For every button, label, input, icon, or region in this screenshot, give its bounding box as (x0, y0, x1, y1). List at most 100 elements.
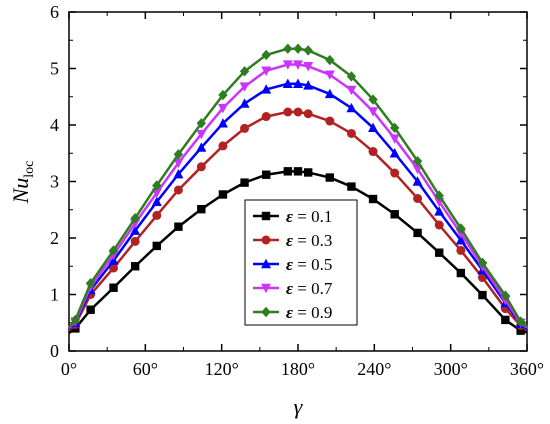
legend-marker (261, 211, 271, 221)
data-point (477, 257, 488, 269)
data-point (130, 213, 140, 224)
data-point (130, 225, 141, 235)
data-point (293, 167, 303, 176)
data-point (240, 123, 250, 133)
legend-symbol: ε (286, 303, 293, 322)
data-point (239, 82, 250, 92)
data-point (434, 220, 444, 230)
legend-label: ε = 0.7 (286, 279, 333, 298)
legend-marker (261, 306, 271, 318)
x-tick-label: 240° (357, 359, 391, 379)
data-point (368, 94, 378, 105)
data-point (456, 223, 466, 234)
legend-value: = 0.3 (293, 231, 332, 250)
legend-value: = 0.7 (293, 279, 333, 298)
data-point (325, 116, 335, 126)
data-point (86, 305, 95, 314)
series-5 (68, 43, 528, 329)
data-point (130, 262, 140, 271)
data-point (346, 71, 357, 82)
data-point (196, 162, 206, 172)
data-point (456, 268, 466, 278)
data-point (239, 66, 250, 77)
data-point (500, 290, 511, 301)
data-point (515, 316, 526, 327)
series-2 (68, 107, 528, 332)
data-point (261, 49, 271, 61)
data-point (218, 190, 228, 199)
data-point (109, 263, 119, 273)
data-point (218, 89, 228, 101)
data-point (390, 168, 400, 178)
data-point (455, 235, 466, 245)
data-point (85, 278, 96, 289)
legend-marker (261, 258, 271, 269)
data-point (239, 98, 250, 108)
legend-value: = 0.9 (293, 303, 332, 322)
legend-symbol: ε (286, 231, 293, 250)
data-point (173, 185, 183, 195)
data-point (152, 210, 162, 220)
data-point (303, 80, 314, 90)
x-tick-label: 60° (133, 359, 158, 379)
x-axis-label: γ (294, 394, 304, 419)
y-axis-label: Nuloc (8, 161, 37, 205)
x-tick-label: 180° (281, 359, 315, 379)
y-tick-label: 4 (50, 115, 59, 135)
data-point (390, 210, 399, 219)
data-point (173, 168, 184, 179)
data-point (434, 190, 444, 201)
data-point (151, 196, 162, 207)
data-point (478, 290, 487, 300)
data-point (368, 194, 378, 204)
data-point (152, 180, 162, 191)
data-point (173, 158, 184, 169)
legend-value: = 0.5 (293, 255, 332, 274)
legend-label: ε = 0.5 (286, 255, 332, 274)
data-point (218, 141, 228, 151)
data-point (325, 54, 335, 66)
data-point (261, 112, 271, 122)
data-point (303, 62, 314, 72)
legend-box (244, 199, 358, 326)
legend-symbol: ε (286, 279, 293, 298)
data-point (368, 122, 379, 133)
data-point (293, 43, 303, 54)
data-point (196, 129, 207, 140)
data-point (303, 45, 313, 56)
data-point (240, 178, 249, 187)
data-point (434, 206, 445, 216)
data-point (346, 102, 357, 113)
data-point (389, 148, 400, 158)
data-point (152, 241, 161, 251)
series-1 (68, 167, 528, 335)
data-point (501, 315, 510, 325)
data-point (293, 107, 303, 117)
data-point (456, 245, 466, 255)
legend: ε = 0.1ε = 0.3ε = 0.5ε = 0.7ε = 0.9 (244, 199, 358, 326)
data-point (283, 107, 293, 117)
data-point (108, 245, 119, 256)
data-point (324, 70, 335, 80)
data-point (196, 118, 207, 129)
data-point (413, 228, 422, 238)
data-point (347, 182, 356, 191)
legend-label: ε = 0.3 (286, 231, 332, 250)
data-point (413, 193, 423, 203)
data-point (173, 149, 184, 160)
data-point (261, 170, 271, 179)
data-point (389, 122, 400, 134)
data-point (197, 204, 206, 214)
y-tick-label: 6 (50, 2, 59, 22)
y-tick-label: 0 (50, 341, 59, 361)
y-tick-label: 3 (50, 172, 59, 192)
data-point (368, 107, 379, 117)
data-point (217, 118, 228, 128)
data-point (217, 103, 228, 114)
data-point (196, 142, 207, 152)
data-point (293, 78, 303, 88)
data-point (174, 222, 183, 231)
data-point (261, 66, 272, 76)
tick-labels: 0° 60° 120° 180° 240° 300° 360° 0 1 2 3 4 5 6 (50, 2, 544, 379)
